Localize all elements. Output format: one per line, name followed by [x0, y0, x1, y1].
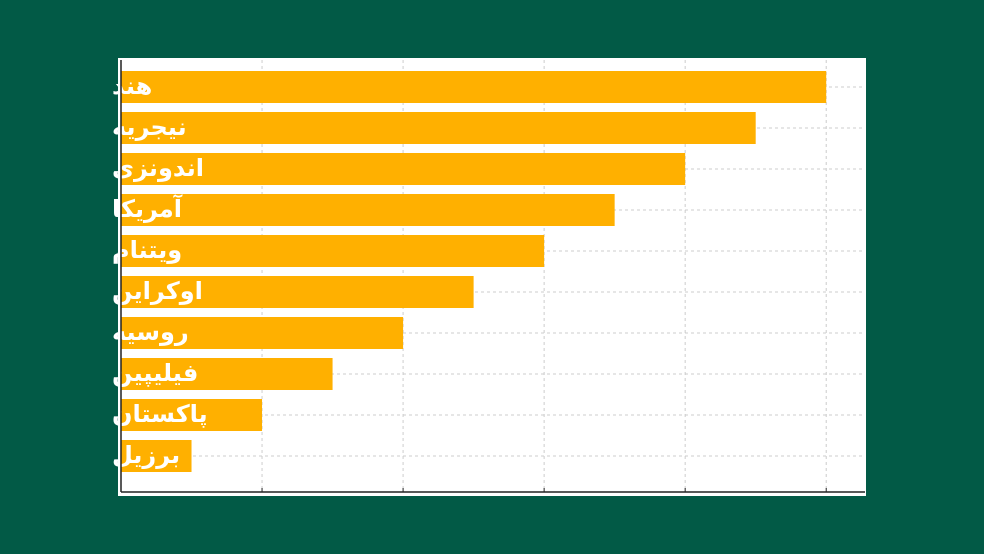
bar [121, 112, 756, 144]
bar [121, 358, 333, 390]
y-tick-label: اوکراین [112, 277, 203, 305]
bar [121, 276, 474, 308]
y-tick-label: ویتنام [112, 236, 182, 264]
bar [121, 235, 545, 267]
y-tick-label: فیلیپین [112, 359, 198, 387]
y-tick-label: آمریکا [112, 194, 183, 223]
bar [121, 71, 827, 103]
y-tick-label: برزیل [112, 441, 180, 469]
y-tick-label: پاکستان [112, 400, 208, 428]
y-tick-label: نیجریه [112, 113, 187, 141]
y-tick-label: اندونزی [112, 154, 204, 182]
bar [121, 317, 404, 349]
bar [121, 440, 192, 472]
bar [121, 194, 615, 226]
y-tick-label: هند [112, 72, 152, 100]
y-tick-label: روسیه [112, 318, 189, 346]
bar [121, 399, 263, 431]
bar [121, 153, 686, 185]
